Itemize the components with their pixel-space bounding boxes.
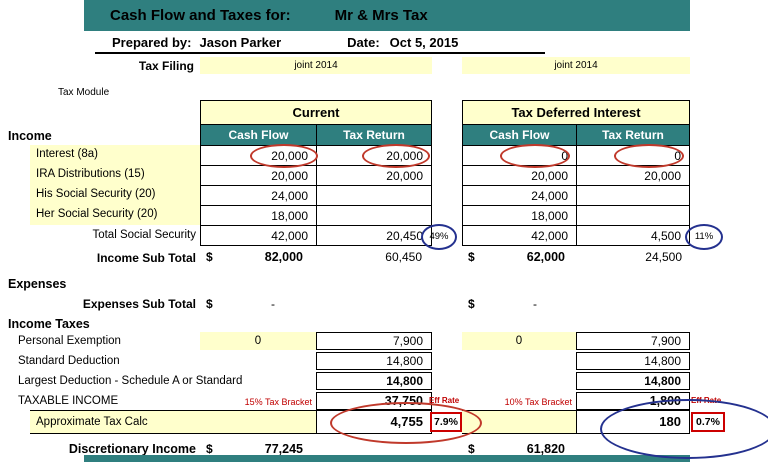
currency-symbol: $ (206, 250, 213, 264)
title-banner: Cash Flow and Taxes for: Mr & Mrs Tax (84, 0, 690, 31)
note-tax-bracket-current: 15% Tax Bracket (244, 397, 312, 407)
current-col-header-cash-flow: Cash Flow (201, 125, 316, 145)
value-income-subtotal-current-taxreturn: 60,450 (385, 250, 422, 264)
value-discretionary-deferred: 61,820 (526, 442, 565, 456)
cell-deferred-herss-taxreturn[interactable] (576, 205, 689, 225)
value-income-subtotal-deferred-cashflow: 62,000 (526, 250, 565, 264)
value-expenses-subtotal-deferred: - (533, 297, 537, 311)
bottom-bar (84, 455, 690, 462)
value-income-subtotal-current-cashflow: 82,000 (264, 250, 303, 264)
cell-taxable-current-taxreturn[interactable]: 37,750 (316, 392, 432, 410)
cell-approx-deferred-taxreturn[interactable]: 180 (576, 410, 690, 434)
cell-largest-deferred-taxreturn[interactable]: 14,800 (576, 372, 690, 390)
blue-circle-pct-deferred: 11% (685, 224, 723, 250)
currency-symbol: $ (468, 297, 475, 311)
row-label-total-ss: Total Social Security (92, 229, 196, 241)
cell-deferred-interest-taxreturn[interactable]: 0 (576, 145, 689, 165)
cell-current-totalss-taxreturn[interactable]: 20,450 (316, 225, 431, 245)
section-income: Income (8, 129, 52, 143)
page-title: Cash Flow and Taxes for: (110, 7, 291, 24)
current-table: Cash Flow Tax Return 20,000 20,000 20,00… (200, 124, 432, 246)
cell-deferred-interest-cashflow[interactable]: 0 (463, 145, 576, 165)
cell-current-hisss-cashflow[interactable]: 24,000 (201, 185, 316, 205)
currency-symbol: $ (206, 297, 213, 311)
cell-taxable-deferred-taxreturn[interactable]: 1,800 (576, 392, 690, 410)
value-expenses-subtotal-current: - (271, 297, 275, 311)
prepared-by-label: Prepared by: (112, 35, 192, 50)
cell-deferred-totalss-cashflow[interactable]: 42,000 (463, 225, 576, 245)
cell-deferred-totalss-taxreturn[interactable]: 4,500 (576, 225, 689, 245)
approx-tax-highlight-deferred (462, 410, 576, 434)
row-label-largest-deduction: Largest Deduction - Schedule A or Standa… (18, 375, 243, 387)
row-label-expenses-subtotal: Expenses Sub Total (82, 297, 196, 311)
tax-filing-input-deferred[interactable]: joint 2014 (462, 57, 690, 74)
input-exemption-deferred[interactable]: 0 (462, 332, 576, 350)
note-tax-bracket-deferred: 10% Tax Bracket (504, 397, 572, 407)
cell-current-ira-cashflow[interactable]: 20,000 (201, 165, 316, 185)
value-income-subtotal-deferred-taxreturn: 24,500 (645, 250, 682, 264)
eff-rate-box-current: 7.9% (430, 412, 462, 432)
cell-current-ira-taxreturn[interactable]: 20,000 (316, 165, 431, 185)
current-col-header-tax-return: Tax Return (316, 125, 431, 145)
row-label-ira: IRA Distributions (15) (36, 168, 145, 180)
cell-deferred-herss-cashflow[interactable]: 18,000 (463, 205, 576, 225)
cell-deferred-ira-cashflow[interactable]: 20,000 (463, 165, 576, 185)
section-income-taxes: Income Taxes (8, 317, 90, 331)
input-exemption-current[interactable]: 0 (200, 332, 316, 350)
tax-filing-input-current[interactable]: joint 2014 (200, 57, 432, 74)
eff-rate-label-current: Eff Rate (429, 396, 460, 405)
prepared-row: Prepared by: Jason Parker Date: Oct 5, 2… (95, 33, 545, 54)
cell-current-totalss-cashflow[interactable]: 42,000 (201, 225, 316, 245)
cell-approx-current-taxreturn[interactable]: 4,755 (316, 410, 432, 434)
currency-symbol: $ (468, 442, 475, 456)
row-label-taxable-income: TAXABLE INCOME (18, 395, 119, 407)
client-name: Mr & Mrs Tax (334, 7, 428, 24)
deferred-table: Cash Flow Tax Return 0 0 20,000 20,000 2… (462, 124, 690, 246)
current-table-title: Current (200, 100, 432, 125)
row-label-discretionary: Discretionary Income (68, 442, 196, 456)
cell-exemption-current-taxreturn[interactable]: 7,900 (316, 332, 432, 350)
currency-symbol: $ (206, 442, 213, 456)
row-label-interest: Interest (8a) (36, 148, 98, 160)
row-label-personal-exemption: Personal Exemption (18, 335, 121, 347)
date-value: Oct 5, 2015 (389, 35, 459, 50)
tax-module-label: Tax Module (58, 87, 110, 98)
row-label-approx-tax: Approximate Tax Calc (30, 410, 316, 434)
income-labels-highlight (30, 145, 200, 225)
section-expenses: Expenses (8, 277, 67, 291)
row-label-his-ss: His Social Security (20) (36, 188, 156, 200)
prepared-by-value: Jason Parker (199, 35, 282, 50)
eff-rate-box-deferred: 0.7% (691, 412, 725, 432)
cell-current-interest-cashflow[interactable]: 20,000 (201, 145, 316, 165)
eff-rate-label-deferred: Eff Rate (691, 396, 722, 405)
cell-deferred-hisss-cashflow[interactable]: 24,000 (463, 185, 576, 205)
deferred-table-title: Tax Deferred Interest (462, 100, 690, 125)
row-label-her-ss: Her Social Security (20) (36, 208, 158, 220)
cell-current-hisss-taxreturn[interactable] (316, 185, 431, 205)
cell-standard-current-taxreturn[interactable]: 14,800 (316, 352, 432, 370)
cell-current-herss-taxreturn[interactable] (316, 205, 431, 225)
tax-filing-label: Tax Filing (138, 59, 194, 73)
cell-deferred-hisss-taxreturn[interactable] (576, 185, 689, 205)
cell-exemption-deferred-taxreturn[interactable]: 7,900 (576, 332, 690, 350)
row-label-income-subtotal: Income Sub Total (96, 251, 196, 265)
row-label-standard-deduction: Standard Deduction (18, 355, 120, 367)
cell-deferred-ira-taxreturn[interactable]: 20,000 (576, 165, 689, 185)
currency-symbol: $ (468, 250, 475, 264)
cell-current-herss-cashflow[interactable]: 18,000 (201, 205, 316, 225)
cell-standard-deferred-taxreturn[interactable]: 14,800 (576, 352, 690, 370)
cell-current-interest-taxreturn[interactable]: 20,000 (316, 145, 431, 165)
deferred-col-header-tax-return: Tax Return (576, 125, 689, 145)
cell-largest-current-taxreturn[interactable]: 14,800 (316, 372, 432, 390)
date-label: Date: (347, 35, 380, 50)
value-discretionary-current: 77,245 (264, 442, 303, 456)
deferred-col-header-cash-flow: Cash Flow (463, 125, 576, 145)
